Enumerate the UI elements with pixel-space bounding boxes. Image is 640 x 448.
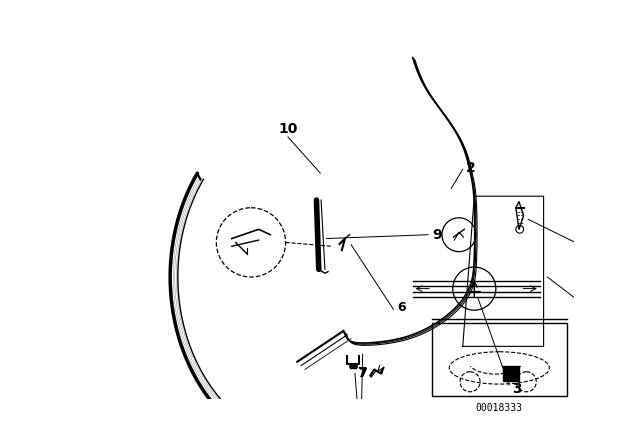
Text: 7: 7 — [357, 366, 367, 380]
Text: 6: 6 — [397, 302, 406, 314]
Text: 7: 7 — [358, 367, 367, 380]
Text: 00018333: 00018333 — [476, 403, 523, 413]
Text: 2: 2 — [465, 161, 476, 175]
Polygon shape — [503, 366, 518, 381]
Text: 9: 9 — [433, 228, 442, 242]
Text: 3: 3 — [512, 382, 522, 396]
Bar — [432, 323, 566, 396]
Text: 10: 10 — [278, 122, 298, 136]
